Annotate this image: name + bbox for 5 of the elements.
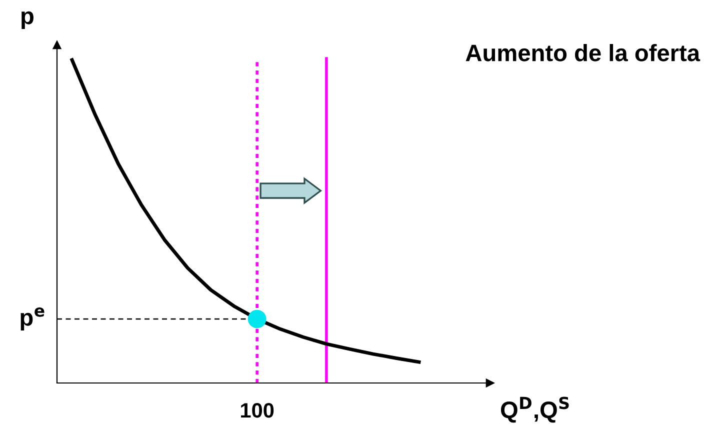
y-axis-title: p [22, 11, 34, 30]
x-axis-title: Q$^{D}$,Q$^{S}$ [500, 396, 569, 423]
ref-line-label: p$^{e}$ [20, 307, 44, 331]
text: Aumento de la oferta [466, 44, 700, 62]
text: 100 [241, 402, 274, 418]
